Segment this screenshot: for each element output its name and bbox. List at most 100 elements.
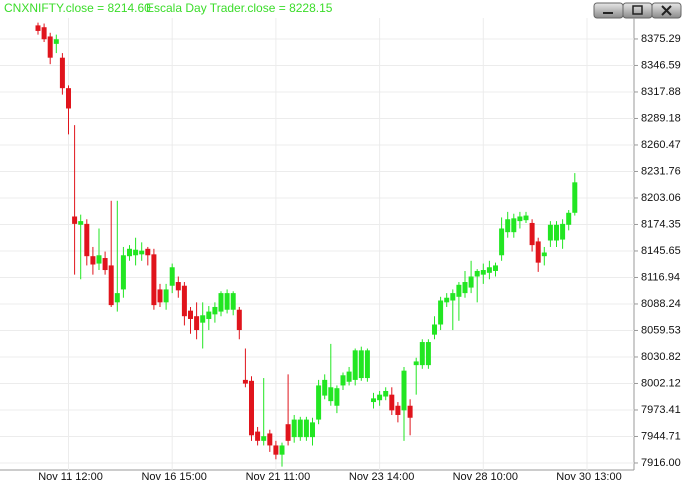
- candle-body: [242, 379, 248, 384]
- candle-body: [425, 342, 431, 366]
- candle-body: [322, 379, 328, 396]
- candle-body: [560, 223, 566, 240]
- candle-body: [493, 265, 498, 271]
- candle-body: [419, 342, 425, 366]
- candle-body: [102, 258, 108, 271]
- y-tick-label: 8260.47: [641, 139, 681, 151]
- close-icon: [661, 5, 672, 16]
- candle-body: [334, 388, 340, 406]
- minimize-button[interactable]: [593, 2, 624, 19]
- candle-body: [285, 424, 291, 441]
- x-tick-label: Nov 11 12:00: [38, 471, 103, 483]
- y-tick-label: 8030.82: [641, 351, 681, 363]
- candle-body: [218, 293, 224, 312]
- y-tick-label: 8002.12: [641, 377, 681, 389]
- candle-body: [255, 431, 261, 441]
- candle-body: [41, 27, 47, 40]
- candle-body: [480, 270, 486, 275]
- y-tick-label: 8289.18: [641, 112, 681, 124]
- candle-body: [66, 88, 71, 109]
- candle-body: [383, 390, 389, 397]
- candle-body: [432, 324, 437, 335]
- candle-body: [328, 387, 334, 402]
- candle-body: [358, 350, 364, 379]
- candle-body: [273, 445, 279, 455]
- candle-body: [462, 282, 468, 294]
- candle-body: [212, 306, 218, 315]
- y-tick-label: 8231.76: [641, 165, 681, 177]
- candle-body: [53, 39, 59, 44]
- legend-close-1: CNXNIFTY.close = 8214.60: [4, 1, 151, 15]
- candle-body: [444, 297, 450, 303]
- candle-body: [505, 219, 511, 233]
- candle-body: [340, 375, 346, 386]
- candle-body: [175, 282, 181, 291]
- candle-body: [230, 293, 236, 310]
- candle-body: [535, 241, 541, 263]
- y-tick-label: 7973.41: [641, 404, 681, 416]
- candle-body: [157, 289, 163, 303]
- y-tick-label: 8088.24: [641, 298, 681, 310]
- candle-body: [352, 350, 358, 380]
- candle-body: [310, 422, 315, 438]
- candle-body: [96, 255, 102, 264]
- y-tick-label: 8116.94: [641, 271, 680, 283]
- candle-body: [291, 419, 297, 438]
- candle-body: [90, 256, 96, 265]
- y-tick-label: 8375.29: [641, 33, 681, 45]
- x-tick-label: Nov 21 11:00: [246, 471, 311, 483]
- x-tick-label: Nov 28 10:00: [453, 471, 518, 483]
- candle-body: [395, 405, 401, 415]
- candle-body: [78, 221, 84, 225]
- candle-body: [529, 222, 535, 246]
- candle-body: [139, 250, 145, 255]
- legend-close-2: Escala Day Trader.close = 8228.15: [146, 1, 333, 15]
- x-tick-label: Nov 30 13:00: [556, 471, 621, 483]
- candle-body: [108, 265, 114, 306]
- candle-body: [163, 289, 169, 303]
- y-tick-label: 7916.00: [641, 457, 681, 469]
- candle-body: [120, 255, 126, 290]
- candle-body: [407, 405, 413, 418]
- candle-body: [169, 267, 175, 286]
- candle-body: [114, 293, 120, 303]
- candle-body: [401, 370, 407, 411]
- candle-body: [267, 433, 273, 446]
- candle-body: [316, 385, 322, 420]
- x-tick-label: Nov 23 14:00: [349, 471, 414, 483]
- candle-body: [303, 419, 309, 438]
- candle-body: [200, 315, 206, 323]
- candle-body: [127, 248, 132, 257]
- candle-body: [456, 284, 462, 297]
- candle-body: [438, 300, 444, 325]
- maximize-icon: [632, 5, 643, 15]
- candle-body: [194, 316, 200, 331]
- candle-body: [151, 254, 157, 306]
- candle-body: [59, 57, 65, 89]
- candle-body: [47, 36, 53, 58]
- y-tick-label: 8145.65: [641, 245, 681, 257]
- candle-body: [364, 350, 370, 379]
- candle-body: [474, 270, 480, 277]
- candle-body: [346, 371, 352, 382]
- candle-body: [389, 394, 395, 411]
- candle-body: [566, 212, 572, 225]
- y-tick-label: 8059.53: [641, 324, 681, 336]
- candle-body: [499, 228, 505, 256]
- candle-body: [572, 182, 578, 213]
- candle-body: [84, 223, 90, 257]
- candle-body: [236, 309, 242, 331]
- candle-body: [72, 216, 78, 224]
- candle-body: [554, 224, 559, 241]
- candle-body: [35, 25, 41, 31]
- candle-body: [450, 293, 456, 301]
- candle-body: [279, 445, 285, 455]
- candle-body: [133, 249, 139, 256]
- candle-body: [517, 216, 523, 222]
- candle-body: [377, 394, 383, 401]
- candle-body: [188, 310, 193, 319]
- candle-body: [224, 293, 230, 310]
- candle-body: [249, 380, 254, 436]
- candle-body: [297, 419, 303, 438]
